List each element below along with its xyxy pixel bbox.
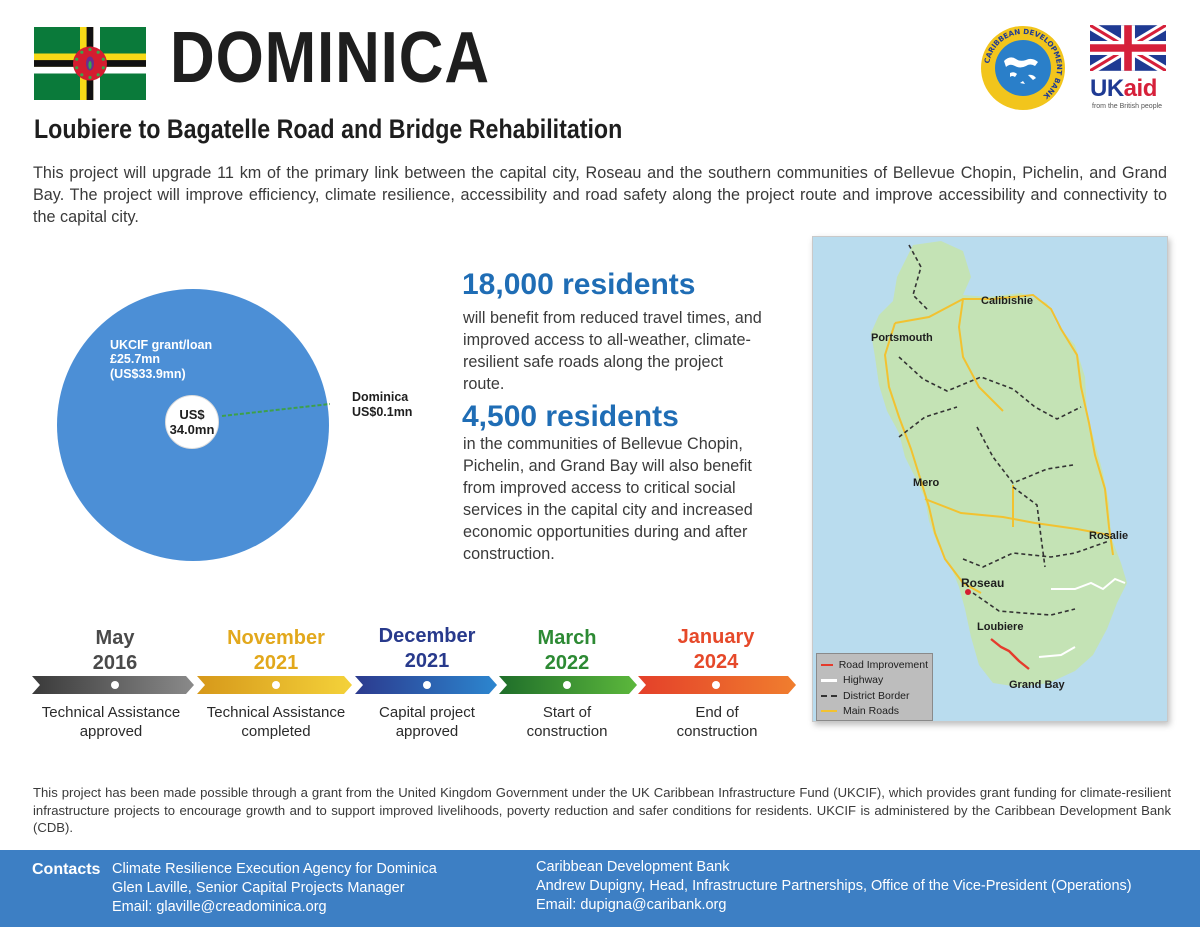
contact-email-link[interactable]: Email: dupigna@caribank.org	[536, 897, 727, 913]
timeline-year: 2024	[693, 651, 739, 673]
timeline-caption: Technical Assistance completed	[191, 703, 361, 741]
island-map-icon	[871, 241, 1127, 687]
ukcif-gbp-value: £25.7mn	[110, 352, 161, 366]
contact-name: Glen Laville, Senior Capital Projects Ma…	[112, 880, 405, 896]
timeline-caption: Start of construction	[482, 703, 652, 741]
timeline-year: 2021	[404, 650, 450, 672]
ukaid-aid: aid	[1123, 75, 1158, 102]
legend-item-road-improvement: Road Improvement	[821, 657, 928, 673]
pie-total-badge: US$ 34.0mn	[165, 395, 219, 449]
timeline-month: December	[378, 625, 476, 647]
map-town-mero: Mero	[913, 477, 940, 489]
timeline-caption-line2: approved	[79, 723, 143, 740]
legend-label: Road Improvement	[838, 658, 928, 671]
project-title: Loubiere to Bagatelle Road and Bridge Re…	[34, 114, 623, 144]
timeline-caption: Capital project approved	[342, 703, 512, 741]
timeline-caption-line2: construction	[526, 723, 608, 740]
timeline-date: May 2016	[40, 626, 190, 676]
country-title: DOMINICA	[170, 18, 490, 98]
dominica-value: US$0.1mn	[352, 405, 413, 419]
contact-name: Andrew Dupigny, Head, Infrastructure Par…	[536, 878, 1132, 894]
legend-item-district-border: District Border	[821, 688, 928, 704]
contact-email-link[interactable]: Email: glaville@creadominica.org	[112, 899, 327, 915]
timeline-caption-line1: Technical Assistance	[206, 704, 346, 721]
legend-item-main-roads: Main Roads	[821, 704, 928, 720]
ukcif-label: UKCIF grant/loan	[110, 338, 213, 352]
map-town-grand-bay: Grand Bay	[1009, 679, 1065, 691]
legend-label: District Border	[843, 689, 910, 702]
timeline-caption-line2: construction	[676, 723, 758, 740]
timeline-month: November	[227, 627, 325, 649]
timeline-caption-line1: Start of	[542, 704, 592, 721]
legend-label: Highway	[843, 674, 884, 687]
timeline-caption-line1: End of	[695, 704, 739, 721]
timeline-caption: End of construction	[632, 703, 802, 741]
dominica-label: Dominica	[352, 390, 409, 404]
union-jack-icon	[1087, 21, 1169, 75]
map-town-portsmouth: Portsmouth	[871, 332, 933, 344]
contact-agency: Climate Resilience Execution Agency for …	[112, 861, 437, 877]
pie-slice-dominica	[221, 403, 330, 417]
map-legend: Road Improvement Highway District Border…	[816, 653, 933, 721]
timeline-marker	[563, 681, 571, 689]
map-town-roseau: Roseau	[961, 576, 1005, 590]
ukaid-tagline: from the British people	[1092, 103, 1163, 110]
funding-footnote: This project has been made possible thro…	[33, 785, 1171, 835]
cdb-logo-icon: CARIBBEAN DEVELOPMENT BANK	[981, 26, 1065, 110]
stat-residents-18000: 18,000 residents	[462, 268, 696, 301]
contacts-bar: Contacts Climate Resilience Execution Ag…	[0, 850, 1200, 927]
ukaid-logo: UKaid from the British people	[1087, 21, 1169, 115]
ukcif-usd-value: (US$33.9mn)	[110, 367, 186, 381]
pie-total-currency: US$	[179, 407, 205, 422]
timeline-marker	[712, 681, 720, 689]
timeline-caption-line2: completed	[241, 723, 311, 740]
intro-paragraph: This project will upgrade 11 km of the p…	[33, 164, 1167, 226]
map-town-rosalie: Rosalie	[1089, 530, 1129, 542]
map-town-calibishie: Calibishie	[981, 295, 1033, 307]
ukaid-wordmark: UKaid	[1090, 75, 1157, 103]
pie-total-value: 34.0mn	[169, 422, 215, 437]
dominica-route-map: Calibishie Portsmouth Mero Rosalie Rosea…	[812, 236, 1168, 722]
timeline-date: January 2024	[641, 625, 791, 675]
dominica-flag-icon	[34, 27, 146, 100]
ukaid-uk: UK	[1090, 75, 1124, 102]
timeline-year: 2021	[253, 652, 299, 674]
timeline-month: January	[677, 626, 755, 648]
timeline-caption: Technical Assistance approved	[26, 703, 196, 741]
stat-description: will benefit from reduced travel times, …	[463, 309, 762, 393]
contacts-heading: Contacts	[32, 861, 101, 878]
timeline-year: 2016	[92, 652, 138, 674]
timeline-caption-line1: Technical Assistance	[41, 704, 181, 721]
dominica-contribution-label: Dominica US$0.1mn	[352, 390, 412, 420]
map-town-loubiere: Loubiere	[977, 621, 1024, 633]
timeline-month: March	[537, 627, 597, 649]
stat-residents-4500: 4,500 residents	[462, 400, 679, 433]
timeline-marker	[272, 681, 280, 689]
legend-item-highway: Highway	[821, 673, 928, 689]
contact-agency: Caribbean Development Bank	[536, 859, 730, 875]
timeline-caption-line2: approved	[395, 723, 459, 740]
stat-description: in the communities of Bellevue Chopin, P…	[463, 435, 753, 563]
timeline-date: March 2022	[492, 626, 642, 676]
timeline-month: May	[95, 627, 135, 649]
timeline-year: 2022	[544, 652, 590, 674]
legend-label: Main Roads	[843, 705, 900, 718]
timeline-marker	[111, 681, 119, 689]
timeline-date: December 2021	[352, 624, 502, 674]
timeline-marker	[423, 681, 431, 689]
timeline-date: November 2021	[201, 626, 351, 676]
timeline-caption-line1: Capital project	[379, 704, 475, 721]
